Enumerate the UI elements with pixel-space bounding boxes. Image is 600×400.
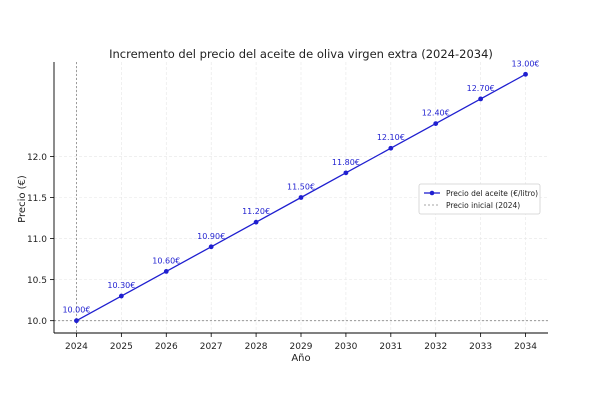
x-tick-label: 2030 <box>334 342 357 352</box>
data-label: 10.60€ <box>152 256 180 265</box>
series <box>74 71 528 324</box>
legend-series-swatch-marker <box>429 190 435 196</box>
data-label: 12.40€ <box>422 109 450 118</box>
x-tick-label: 2029 <box>290 342 313 352</box>
x-tick-label: 2027 <box>200 342 223 352</box>
data-point <box>74 318 79 324</box>
data-label: 13.00€ <box>512 59 540 68</box>
data-point <box>208 244 214 250</box>
x-tick-label: 2026 <box>155 342 178 352</box>
data-label: 11.20€ <box>242 207 270 216</box>
data-point <box>163 269 169 274</box>
y-tick-label: 10.0 <box>27 317 47 327</box>
data-label: 11.50€ <box>287 183 315 192</box>
data-label: 12.70€ <box>467 84 495 93</box>
ticks: 2024 2025 2026 2027 2028 2029 2030 2031 2032 2033… <box>27 153 537 352</box>
data-labels: 10.00€ 10.30€ 10.60€ 10.90€ 11.20€ 11.50€ 11.8… <box>62 59 539 314</box>
y-axis-label: Precio (€) <box>17 175 28 223</box>
data-point <box>523 71 528 77</box>
legend: Precio del aceite (€/litro) Precio inici… <box>418 183 541 215</box>
data-point <box>388 145 394 151</box>
chart-title: Incremento del precio del aceite de oliv… <box>109 47 493 61</box>
data-point <box>478 96 484 102</box>
legend-series-label: Precio del aceite (€/litro) <box>446 189 538 198</box>
x-tick-label: 2028 <box>245 342 268 352</box>
x-axis-label: Año <box>291 353 310 364</box>
data-point <box>433 121 439 126</box>
data-label: 11.80€ <box>332 158 360 167</box>
y-tick-label: 10.5 <box>27 276 47 286</box>
data-label: 10.30€ <box>107 281 135 290</box>
y-tick-label: 12.0 <box>27 153 47 163</box>
x-tick-label: 2032 <box>424 342 447 352</box>
x-tick-label: 2031 <box>379 342 402 352</box>
data-point <box>298 195 304 200</box>
y-tick-label: 11.5 <box>27 194 47 204</box>
x-tick-label: 2033 <box>469 342 492 352</box>
data-point <box>343 170 349 176</box>
reference-lines <box>54 62 548 333</box>
x-tick-label: 2034 <box>514 342 537 352</box>
x-tick-label: 2024 <box>65 342 88 352</box>
x-tick-label: 2025 <box>110 342 133 352</box>
data-label: 10.90€ <box>197 232 225 241</box>
data-label: 10.00€ <box>62 306 90 315</box>
data-point <box>118 293 124 299</box>
data-label: 12.10€ <box>377 133 405 142</box>
data-point <box>253 219 259 225</box>
y-tick-label: 11.0 <box>27 235 47 245</box>
legend-refline-label: Precio inicial (2024) <box>446 201 520 210</box>
legend-frame <box>418 183 541 215</box>
